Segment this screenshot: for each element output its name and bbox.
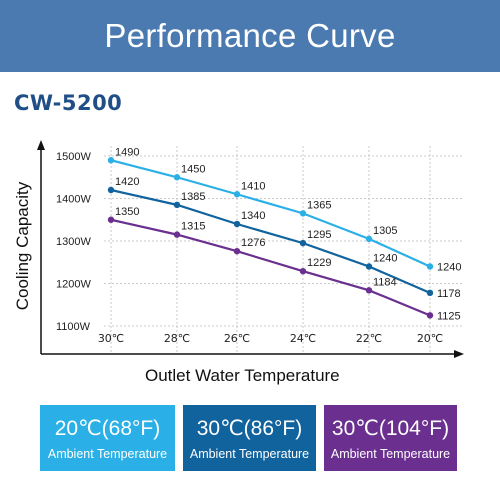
data-point	[173, 174, 181, 181]
legend-sub: Ambient Temperature	[189, 447, 310, 461]
data-point	[173, 231, 181, 238]
x-tick-label: 30℃	[98, 332, 124, 345]
series-line	[110, 188, 431, 294]
legend-item-20c-68f: 20℃(68°F) Ambient Temperature	[40, 405, 175, 471]
data-label: 1240	[437, 262, 461, 274]
series-line	[110, 159, 431, 268]
data-label: 1490	[115, 146, 139, 158]
legend-sub: Ambient Temperature	[47, 447, 168, 461]
data-label: 1450	[181, 163, 205, 175]
data-point	[233, 220, 241, 228]
y-tick-label: 1500W	[56, 151, 91, 163]
legend-temp: 30℃(86°F)	[196, 417, 303, 440]
data-label: 1295	[307, 229, 331, 241]
data-label: 1410	[241, 180, 265, 192]
data-point	[173, 201, 181, 209]
data-point	[107, 216, 115, 223]
data-point	[426, 263, 434, 270]
y-tick-label: 1200W	[56, 279, 91, 291]
data-label: 1340	[241, 210, 265, 222]
data-label: 1420	[115, 176, 139, 188]
x-tick-label: 28℃	[164, 332, 190, 345]
x-tick-label: 22℃	[356, 332, 382, 345]
data-point	[365, 263, 373, 270]
data-label: 1276	[241, 237, 265, 249]
data-label: 1315	[181, 221, 205, 233]
legend-item-30c-86f: 30℃(86°F) Ambient Temperature	[183, 405, 316, 471]
data-label: 1305	[373, 225, 397, 237]
data-label: 1184	[373, 276, 397, 288]
data-point	[365, 287, 373, 294]
data-label: 1385	[181, 191, 205, 203]
data-label: 1350	[115, 206, 139, 218]
model-name: CW-5200	[14, 91, 123, 115]
data-label: 1125	[437, 310, 461, 322]
y-tick-label: 1400W	[56, 194, 91, 206]
page-title: Performance Curve	[104, 17, 396, 54]
data-point	[233, 191, 241, 198]
data-point	[107, 157, 115, 164]
x-axis-label: Outlet Water Temperature	[145, 366, 340, 385]
data-point	[426, 312, 434, 319]
x-tick-label: 20℃	[417, 332, 443, 345]
data-point	[299, 267, 307, 275]
legend-sub: Ambient Temperature	[330, 447, 451, 461]
data-point	[426, 289, 434, 297]
y-axis-arrow	[37, 140, 45, 150]
data-label: 1229	[307, 257, 331, 269]
legend-item-30c-104f: 30℃(104°F) Ambient Temperature	[324, 405, 457, 471]
y-tick-label: 1100W	[56, 321, 91, 333]
data-label: 1365	[307, 199, 331, 211]
x-axis-arrow	[454, 350, 464, 358]
x-tick-label: 24℃	[290, 332, 316, 345]
legend-temp: 20℃(68°F)	[54, 417, 161, 440]
data-point	[107, 186, 115, 194]
x-tick-label: 26℃	[224, 332, 250, 345]
data-point	[365, 235, 373, 243]
page-title-banner: Performance Curve	[0, 0, 500, 72]
data-label: 1178	[437, 288, 461, 300]
data-label: 1240	[373, 253, 397, 265]
data-point	[233, 248, 241, 255]
data-point	[299, 239, 307, 247]
data-point	[299, 210, 307, 217]
performance-chart: 1500W 1400W 1300W 1200W 1100W 30℃ 28℃ 26℃ 24℃ 22℃…	[37, 140, 464, 358]
legend-temp: 30℃(104°F)	[331, 417, 450, 440]
y-tick-label: 1300W	[56, 236, 91, 248]
series-line	[110, 218, 431, 317]
